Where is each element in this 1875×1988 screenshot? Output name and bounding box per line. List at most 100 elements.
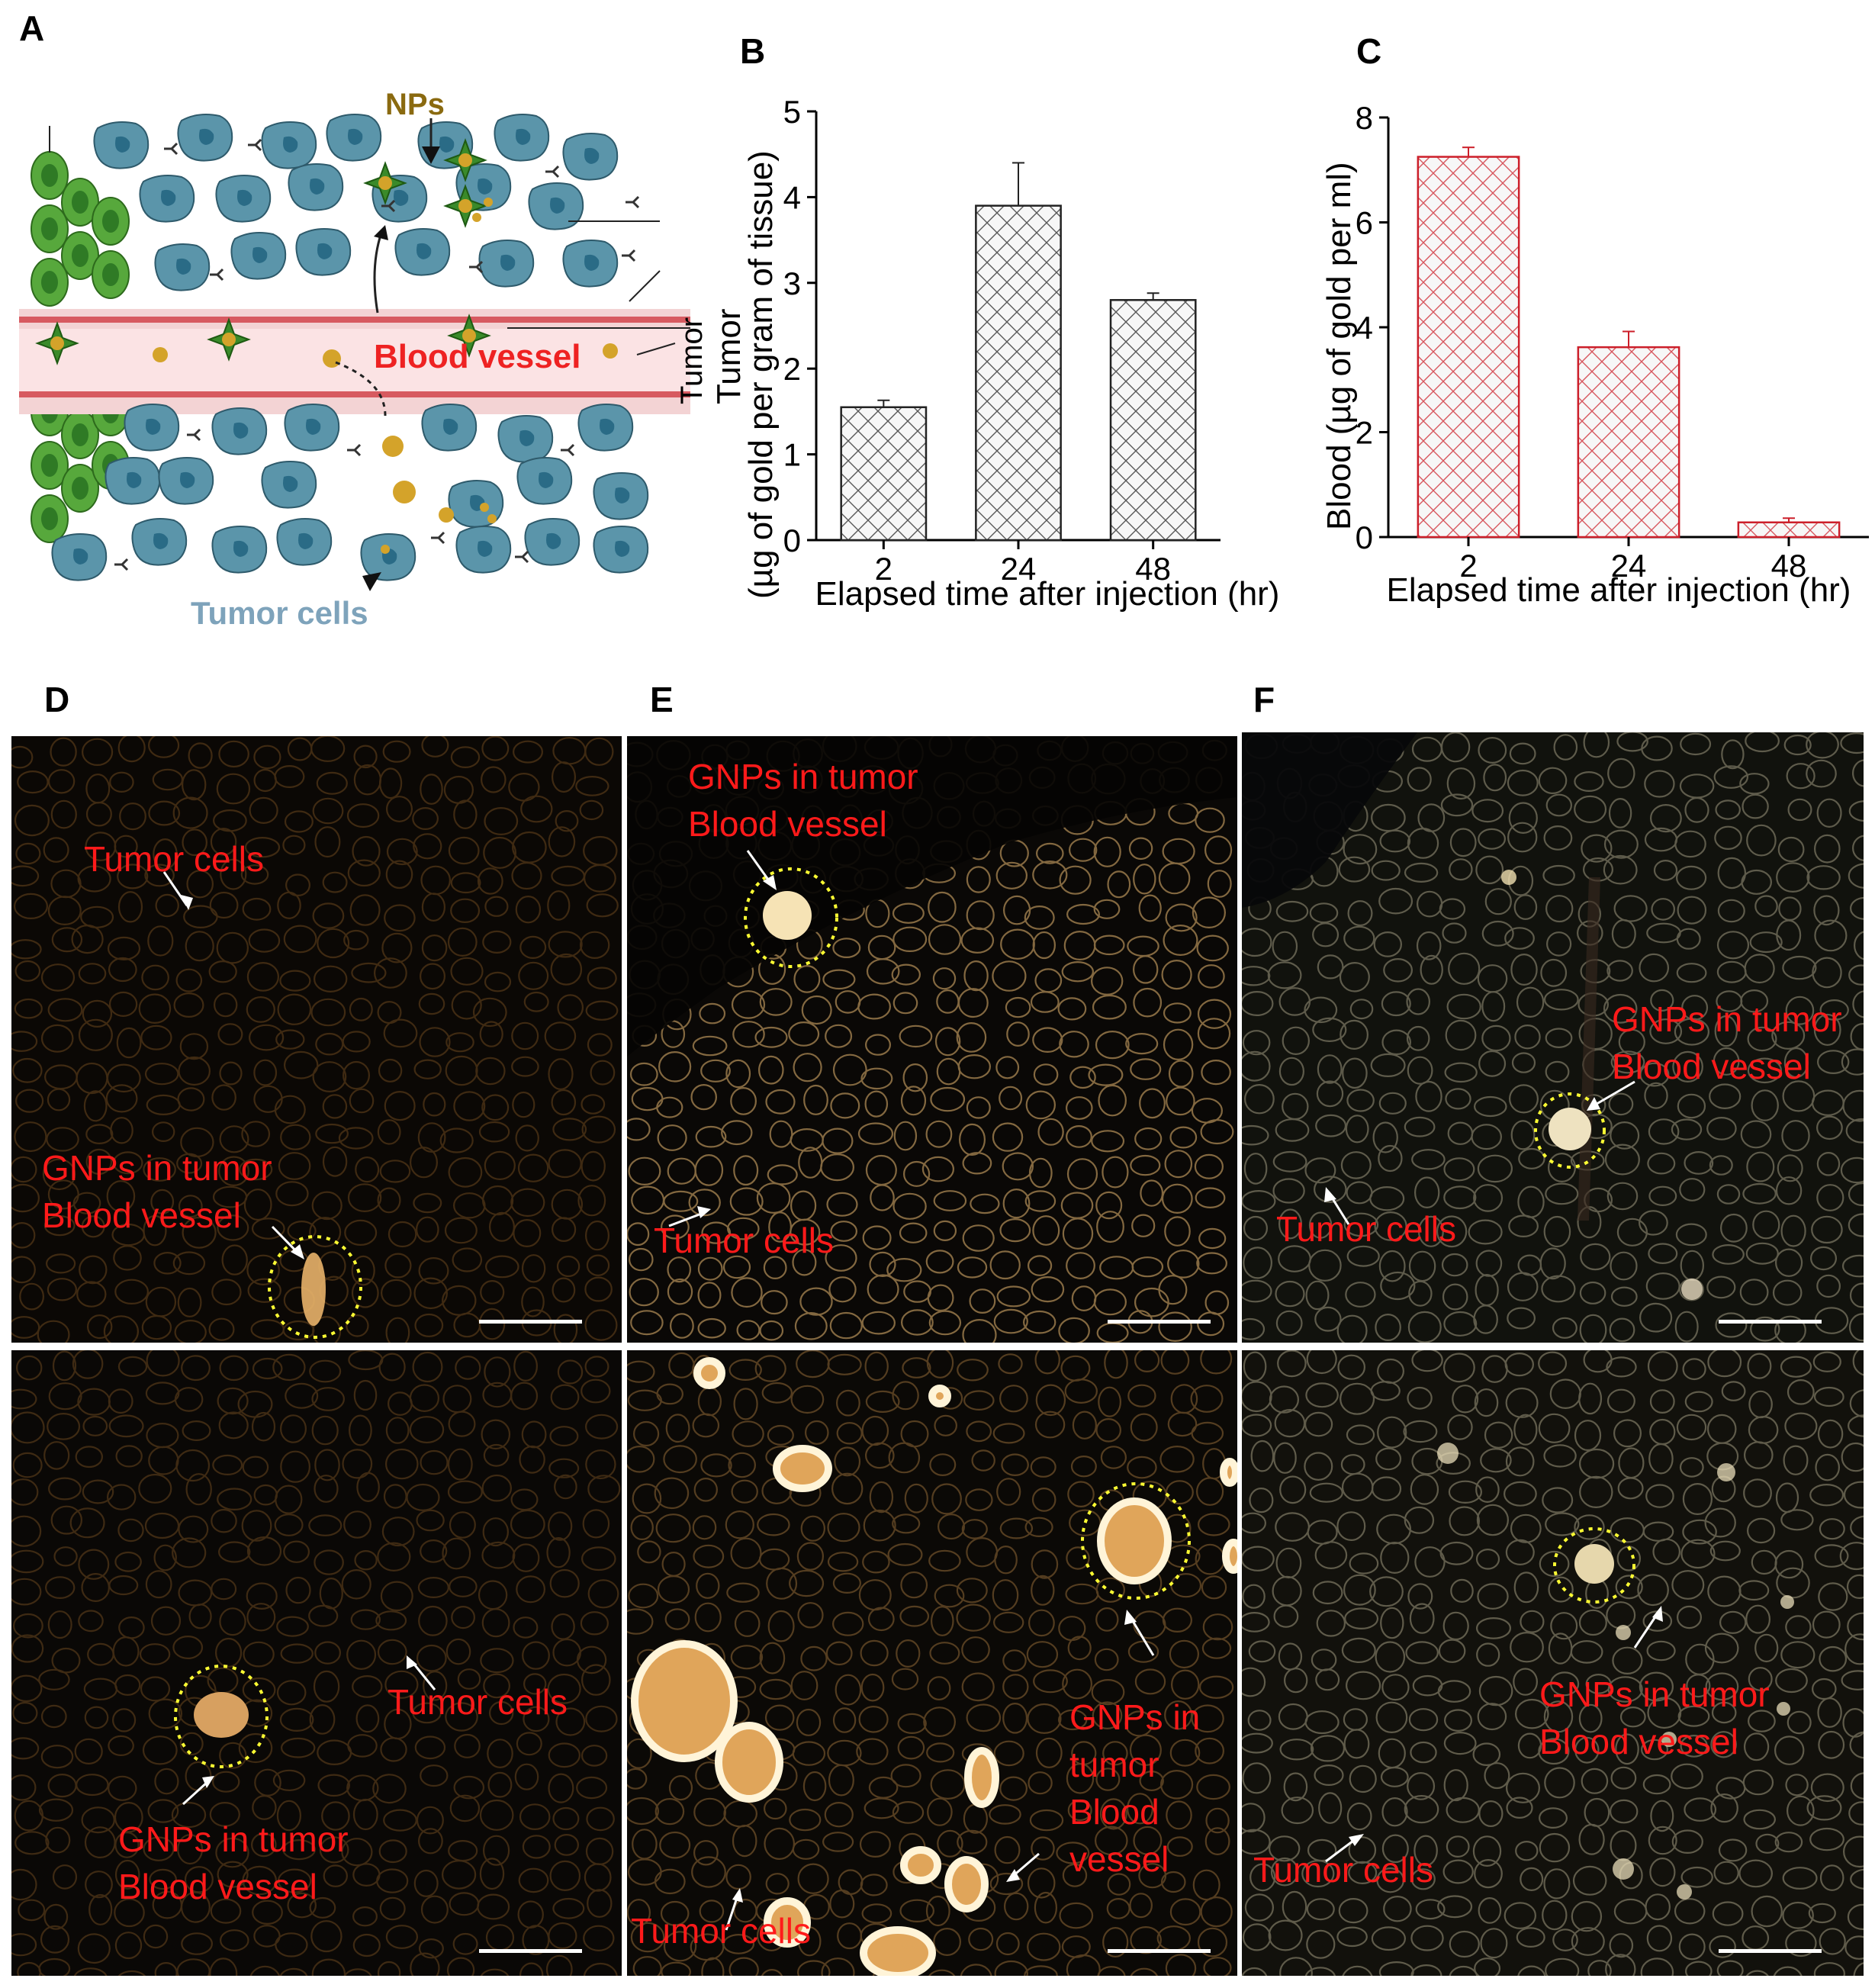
cell-texture	[1242, 1350, 1864, 1976]
scale-bar	[1108, 1949, 1211, 1953]
scale-bar	[479, 1949, 582, 1953]
gnp-spot	[1574, 1544, 1614, 1584]
x-tick-label: 2	[1459, 548, 1477, 584]
bar	[975, 204, 1062, 542]
label-gnps: GNPs in tumor Blood vessel	[688, 753, 918, 848]
micrograph-d-bottom: Tumor cells GNPs in tumor Blood vessel	[11, 1350, 622, 1976]
chart-c-xlabel: Elapsed time after injection (hr)	[1387, 571, 1851, 609]
x-tick-label: 24	[1001, 551, 1037, 587]
bar	[1417, 156, 1520, 539]
label-gnps: GNPs in tumor Blood vessel	[42, 1144, 272, 1239]
label-gnps: GNPs in tumor Blood vessel	[1069, 1694, 1200, 1883]
label-gnps: GNPs in tumor Blood vessel	[1612, 996, 1842, 1090]
x-tick-label: 48	[1771, 548, 1807, 584]
y-tick-label: 2	[783, 351, 801, 387]
panel-label-c: C	[1356, 31, 1382, 71]
panel-label-b: B	[740, 31, 766, 71]
label-gnps-line2: tumor	[1069, 1745, 1159, 1784]
bar	[1577, 346, 1680, 539]
highlight-circle	[1553, 1527, 1635, 1604]
chart-c: Blood (µg of gold per ml) Elapsed time a…	[1320, 100, 1869, 609]
micrograph-e-top: GNPs in tumor Blood vessel Tumor cells	[627, 736, 1237, 1343]
chart-b-xlabel: Elapsed time after injection (hr)	[815, 575, 1280, 613]
label-gnps-line1: GNPs in tumor	[1612, 999, 1842, 1039]
scale-bar	[1108, 1320, 1211, 1324]
cell-texture	[627, 1350, 1234, 1976]
highlight-circle	[1534, 1092, 1606, 1169]
overlay	[162, 871, 362, 1339]
y-tick-label: 4	[1356, 310, 1373, 346]
overlay	[627, 736, 1237, 1227]
scale-bar	[479, 1320, 582, 1324]
label-gnps: GNPs in tumor Blood vessel	[118, 1816, 349, 1910]
gnp-spot	[763, 891, 812, 940]
panel-label-f: F	[1253, 680, 1275, 719]
bar	[1737, 521, 1841, 539]
chart-b-ylabel-sub: (µg of gold per gram of tissue)	[742, 150, 780, 599]
label-gnps-line1: GNPs in tumor	[688, 757, 918, 796]
label-tumor-cells: Tumor cells	[84, 839, 264, 879]
y-tick-label: 0	[1356, 520, 1373, 555]
overlay	[174, 1655, 436, 1806]
x-tick-label: 2	[875, 551, 892, 587]
chart-c-ylabel: Blood (µg of gold per ml)	[1320, 162, 1358, 530]
gnp-spot	[194, 1692, 249, 1738]
scale-bar	[1719, 1320, 1822, 1324]
highlight-circle	[174, 1665, 269, 1768]
highlight-circle	[268, 1235, 362, 1339]
panel-label-a: A	[19, 8, 45, 48]
micrograph-e-bottom: GNPs in tumor Blood vessel Tumor cells	[627, 1350, 1237, 1976]
y-tick-label: 2	[1356, 415, 1373, 451]
gnp-spot	[1549, 1108, 1591, 1150]
blood-vessel	[19, 309, 690, 414]
cell-texture	[11, 736, 619, 1343]
label-tumor-cells: Tumor cells	[654, 1221, 834, 1260]
y-tick-label: 6	[1356, 205, 1373, 241]
overlay	[631, 1357, 1237, 1976]
micrograph-f-bottom: GNPs in tumor Blood vessel Tumor cells	[1242, 1350, 1864, 1976]
x-tick-label: 48	[1135, 551, 1171, 587]
overlay	[1242, 732, 1703, 1300]
label-gnps-line2: Blood vessel	[118, 1867, 317, 1906]
nanoparticles-top	[365, 140, 493, 227]
label-tumor-cells: Tumor cells	[388, 1682, 568, 1722]
schematic-tumor-cells-label: Tumor cells	[191, 595, 368, 631]
x-tick-label: 24	[1611, 548, 1647, 584]
label-tumor-cells: Tumor cells	[631, 1911, 811, 1951]
bar	[840, 406, 928, 542]
schematic-vessel-label: Blood vessel	[374, 338, 581, 375]
overlay	[1325, 1443, 1794, 1900]
y-tick-label: 4	[783, 179, 801, 215]
label-gnps-line2: Blood vessel	[1612, 1047, 1811, 1086]
y-tick-label: 5	[783, 94, 801, 130]
schematic-nps-label: NPs	[385, 92, 445, 121]
label-gnps-line2: Blood vessel	[1539, 1722, 1738, 1761]
chart-b-ylabel-main: Tumor	[710, 309, 748, 405]
y-tick-label: 3	[783, 265, 801, 301]
chart-b: Tumor (µg of gold per gram of tissue) El…	[710, 94, 1280, 613]
gnp-spot	[301, 1253, 326, 1326]
label-gnps-line1: GNPs in tumor	[42, 1148, 272, 1188]
y-tick-label: 0	[783, 523, 801, 558]
micrograph-f-top: GNPs in tumor Blood vessel Tumor cells	[1242, 732, 1864, 1343]
label-gnps-line1: GNPs in tumor	[1539, 1674, 1770, 1714]
micrograph-d-top: Tumor cells GNPs in tumor Blood vessel	[11, 736, 622, 1343]
y-tick-label: 1	[783, 437, 801, 473]
label-gnps-line1: GNPs in tumor	[118, 1819, 349, 1859]
highlight-circle	[744, 867, 838, 968]
label-gnps-line1: GNPs in	[1069, 1697, 1201, 1737]
highlight-circle	[1081, 1482, 1191, 1600]
cell-texture	[1242, 732, 1864, 1343]
panel-label-d: D	[44, 680, 70, 719]
cell-texture	[11, 1350, 621, 1976]
y-tick-label: 8	[1356, 100, 1373, 136]
scale-bar	[1719, 1949, 1822, 1953]
schematic-diagram: NPs Blood vessel Tumor Tumor cells	[19, 92, 706, 633]
label-gnps-line2: Blood vessel	[688, 804, 887, 844]
schematic-tumor-label: Tumor	[675, 317, 706, 404]
label-gnps-line3: Blood	[1069, 1792, 1159, 1832]
label-gnps-line2: Blood vessel	[42, 1195, 241, 1235]
label-tumor-cells: Tumor cells	[1253, 1850, 1433, 1890]
gnp-vessels	[631, 1357, 1237, 1976]
bar	[1109, 299, 1197, 542]
